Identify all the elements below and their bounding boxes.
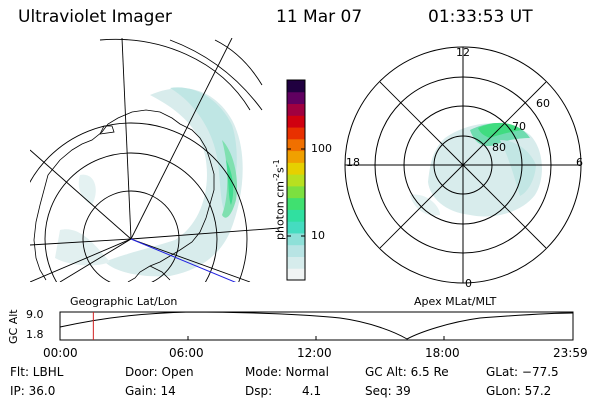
time-label: 01:33:53 UT	[428, 7, 533, 27]
colorbar-segment	[287, 244, 305, 257]
colorbar-tick-10: 10	[311, 229, 325, 242]
time-tick-0000: 00:00	[43, 346, 78, 360]
unit-text: photon cm	[273, 181, 287, 240]
geographic-map	[30, 38, 280, 282]
colorbar-segment	[287, 232, 305, 246]
unit-exp1: -2	[272, 173, 281, 182]
colorbar-ticks	[287, 148, 305, 237]
status-door: Door: Open	[125, 365, 194, 379]
colorbar-segment	[287, 174, 305, 187]
unit-s: s	[273, 167, 287, 174]
time-tick-0600: 06:00	[169, 346, 204, 360]
mlt-label-12: 12	[456, 46, 470, 59]
colorbar-segment	[287, 185, 305, 199]
colorbar-segment	[287, 127, 305, 140]
colorbar-tick-100: 100	[311, 142, 332, 155]
altitude-ylabel: GC Alt	[7, 309, 20, 344]
status-gc-alt: GC Alt: 6.5 Re	[365, 365, 449, 379]
altitude-curve	[59, 311, 574, 340]
colorbar-segment	[287, 197, 305, 210]
altitude-tick-1-8: 1.8	[26, 328, 44, 341]
mlat-label-80: 80	[492, 141, 506, 154]
colorbar-segment	[287, 162, 305, 175]
colorbar-segment	[287, 91, 305, 105]
colorbar-segment	[287, 268, 305, 281]
altitude-tick-9: 9.0	[26, 308, 44, 321]
time-tick-1800: 18:00	[425, 346, 460, 360]
geo-aurora-emission	[55, 87, 243, 277]
mlt-label-18: 18	[346, 156, 360, 169]
altitude-plot	[59, 311, 574, 341]
status-glat: GLat: −77.5	[486, 365, 559, 379]
unit-exp2: -1	[272, 159, 281, 168]
mlat-label-60: 60	[536, 97, 550, 110]
geo-latitude-circles	[30, 122, 248, 282]
colorbar-segment	[287, 103, 305, 116]
colorbar-segment	[287, 209, 305, 222]
polar-plot	[344, 46, 582, 284]
colorbar-segment	[287, 80, 305, 93]
colorbar-segment	[287, 138, 305, 152]
colorbar-segment	[287, 115, 305, 128]
colorbar-border	[286, 79, 306, 281]
status-mode: Mode: Normal	[245, 365, 329, 379]
terminator-line	[130, 238, 237, 282]
geographic-label: Geographic Lat/Lon	[70, 295, 178, 308]
status-dsp-label: Dsp:	[245, 384, 273, 398]
mlat-label-70: 70	[512, 120, 526, 133]
colorbar-unit-label: photon cm-2s-1	[272, 159, 287, 240]
date-label: 11 Mar 07	[276, 7, 363, 27]
time-tick-2359: 23:59	[553, 346, 588, 360]
status-gain: Gain: 14	[125, 384, 176, 398]
mlt-label-6: 6	[576, 156, 583, 169]
apex-label: Apex MLat/MLT	[414, 295, 497, 308]
status-seq: Seq: 39	[365, 384, 411, 398]
status-glon: GLon: 57.2	[486, 384, 552, 398]
time-tick-1200: 12:00	[297, 346, 332, 360]
status-ip: IP: 36.0	[10, 384, 56, 398]
geo-meridians	[30, 38, 280, 282]
colorbar-segment	[287, 256, 305, 269]
status-dsp-value: 4.1	[302, 384, 322, 398]
colorbar	[286, 79, 306, 281]
mlt-label-0: 0	[465, 277, 472, 290]
colorbar-segment	[287, 150, 305, 163]
colorbar-segment	[287, 221, 305, 234]
status-filter: Flt: LBHL	[10, 365, 64, 379]
instrument-title: Ultraviolet Imager	[18, 7, 172, 27]
